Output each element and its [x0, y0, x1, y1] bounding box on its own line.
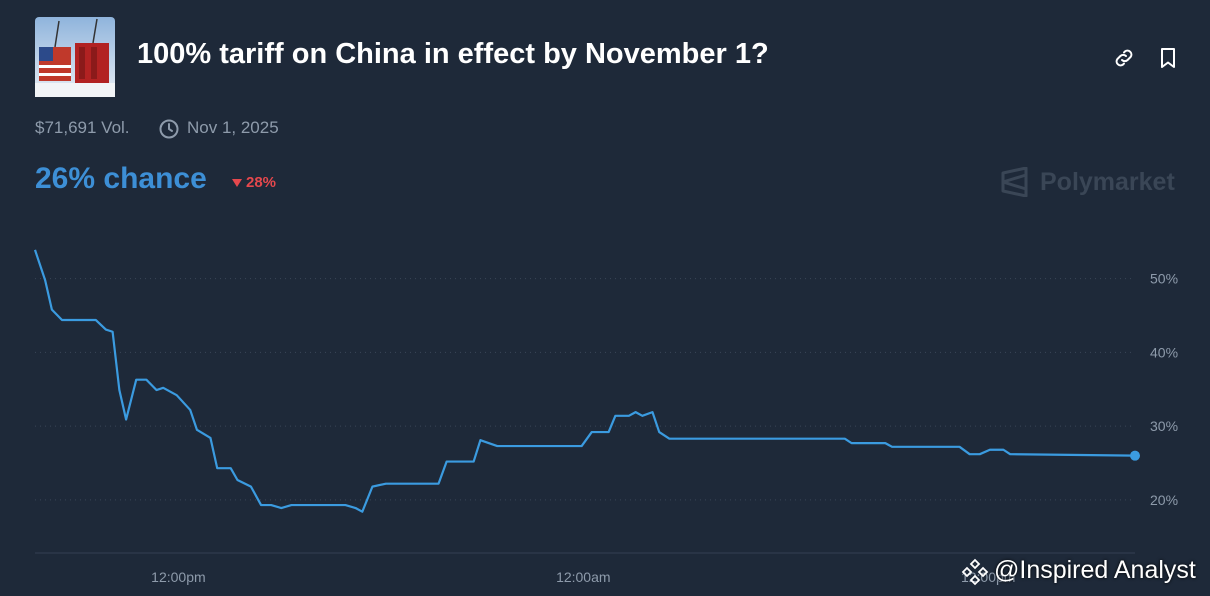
market-title: 100% tariff on China in effect by Novemb… — [137, 38, 769, 70]
end-date: Nov 1, 2025 — [187, 118, 279, 137]
link-button[interactable] — [1112, 46, 1136, 70]
market-icon — [35, 17, 115, 97]
price-line — [33, 249, 1136, 513]
chance: 26% chance — [35, 162, 207, 195]
brand-logo — [1001, 167, 1028, 197]
y-tick-label: 30% — [1150, 418, 1178, 434]
x-tick-label: 12:00am — [556, 569, 610, 585]
bookmark-button[interactable] — [1156, 46, 1180, 70]
x-tick-label: 12:00pm — [151, 569, 205, 585]
x-tick-label: 12:00pm — [961, 569, 1015, 585]
watermark-logo — [961, 558, 989, 586]
y-tick-label: 40% — [1150, 344, 1178, 360]
down-arrow — [232, 179, 242, 187]
last-point — [1130, 450, 1140, 461]
clock-icon — [159, 119, 179, 139]
watermark: @Inspired Analyst — [994, 556, 1196, 584]
change: 28% — [246, 174, 277, 191]
volume: $71,691 Vol. — [35, 118, 130, 137]
y-tick-label: 50% — [1150, 271, 1178, 287]
brand: Polymarket — [1040, 168, 1175, 196]
y-tick-label: 20% — [1150, 492, 1178, 508]
